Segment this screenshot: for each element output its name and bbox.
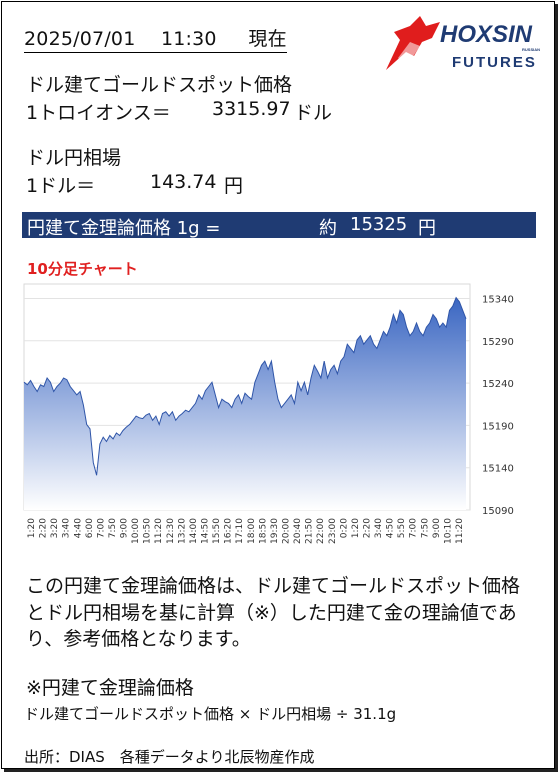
source-label: 出所：DIAS 各種データより北辰物産作成: [24, 748, 315, 766]
y-tick-label: 15240: [482, 379, 514, 390]
x-tick-label: 4:50: [386, 518, 396, 538]
x-tick-label: 3:40: [62, 518, 72, 538]
gold-currency: ドル: [294, 102, 333, 124]
x-tick-label: 20:00: [281, 518, 291, 544]
x-tick-label: 14:50: [201, 518, 211, 544]
fx-title: ドル円相場: [26, 147, 122, 169]
x-tick-label: 16:20: [224, 518, 234, 544]
x-tick-label: 10:10: [443, 518, 453, 544]
formula-text: ドル建てゴールドスポット価格 × ドル円相場 ÷ 31.1g: [24, 705, 397, 723]
gold-unit-label: 1トロイオンス＝: [26, 102, 171, 124]
x-tick-label: 23:00: [328, 518, 338, 544]
y-tick-label: 15190: [482, 421, 514, 432]
fx-rate-value: 143.74: [150, 171, 217, 193]
logo-tag: RUSSIAN: [522, 47, 540, 52]
x-tick-label: 6:00: [85, 518, 95, 538]
x-tick-label: 10:00: [131, 518, 141, 544]
y-tick-label: 15290: [482, 337, 514, 348]
fx-unit-label: 1ドル＝: [26, 175, 96, 197]
frame-shadow-bottom: [4, 769, 558, 772]
x-tick-label: 15:50: [212, 518, 222, 544]
fx-currency: 円: [224, 175, 244, 197]
x-tick-label: 11:20: [154, 518, 164, 544]
x-tick-label: 14:00: [189, 518, 199, 544]
x-tick-label: 1:20: [27, 518, 37, 538]
x-tick-label: 19:30: [270, 518, 280, 544]
x-tick-label: 4:40: [73, 518, 83, 538]
y-tick-label: 15090: [482, 506, 514, 517]
x-tick-label: 1:20: [351, 518, 361, 538]
frame-shadow-right: [555, 4, 558, 771]
gold-price-row: 1トロイオンス＝ 3315.97 ドル: [26, 98, 346, 124]
x-tick-label: 18:00: [247, 518, 257, 544]
x-tick-label: 3:20: [50, 518, 60, 538]
x-tick-label: 2:20: [362, 518, 372, 538]
logo-name: HOXSIN: [440, 21, 533, 48]
x-tick-label: 20:40: [293, 518, 303, 544]
x-tick-label: 5:50: [397, 518, 407, 538]
gold-title: ドル建てゴールドスポット価格: [26, 74, 293, 96]
x-tick-label: 0:20: [339, 518, 349, 538]
y-tick-label: 15140: [482, 464, 514, 475]
x-tick-label: 7:00: [409, 518, 419, 538]
x-tick-label: 7:00: [96, 518, 106, 538]
theory-value: 15325: [350, 214, 408, 235]
theory-currency: 円: [418, 218, 436, 239]
y-tick-label: 15340: [482, 294, 514, 305]
x-tick-label: 7:50: [420, 518, 430, 538]
price-area: [24, 297, 466, 510]
x-tick-label: 12:30: [166, 518, 176, 544]
theory-prefix: 約: [319, 218, 337, 239]
fx-rate-row: 1ドル＝ 143.74 円: [26, 171, 346, 197]
theory-price-band: 円建て金理論価格 1g = 約 15325 円: [22, 212, 536, 239]
x-tick-label: 7:50: [108, 518, 118, 538]
company-logo: HOXSIN RUSSIAN FUTURES: [386, 16, 540, 71]
explanation-note: この円建て金理論価格は、ドル建てゴールドスポット価格とドル円相場を基に計算（※）…: [26, 575, 521, 650]
theory-label: 円建て金理論価格 1g =: [27, 218, 221, 239]
x-tick-label: 9:00: [120, 518, 130, 538]
price-line: [23, 296, 467, 476]
formula-title: ※円建て金理論価格: [26, 677, 194, 699]
gold-price-value: 3315.97: [212, 98, 291, 120]
x-tick-label: 13:20: [177, 518, 187, 544]
x-tick-label: 18:50: [258, 518, 268, 544]
x-tick-label: 10:50: [143, 518, 153, 544]
logo-sub: FUTURES: [452, 54, 537, 71]
x-tick-label: 2:20: [39, 518, 49, 538]
x-tick-label: 3:40: [374, 518, 384, 538]
chart-caption: 10分足チャート: [27, 260, 138, 278]
x-tick-label: 9:00: [432, 518, 442, 538]
x-tick-label: 17:10: [235, 518, 245, 544]
x-tick-label: 21:50: [305, 518, 315, 544]
datetime-label: 2025/07/01 11:30 現在: [24, 24, 287, 53]
x-tick-label: 11:20: [455, 518, 465, 544]
x-tick-label: 22:00: [316, 518, 326, 544]
